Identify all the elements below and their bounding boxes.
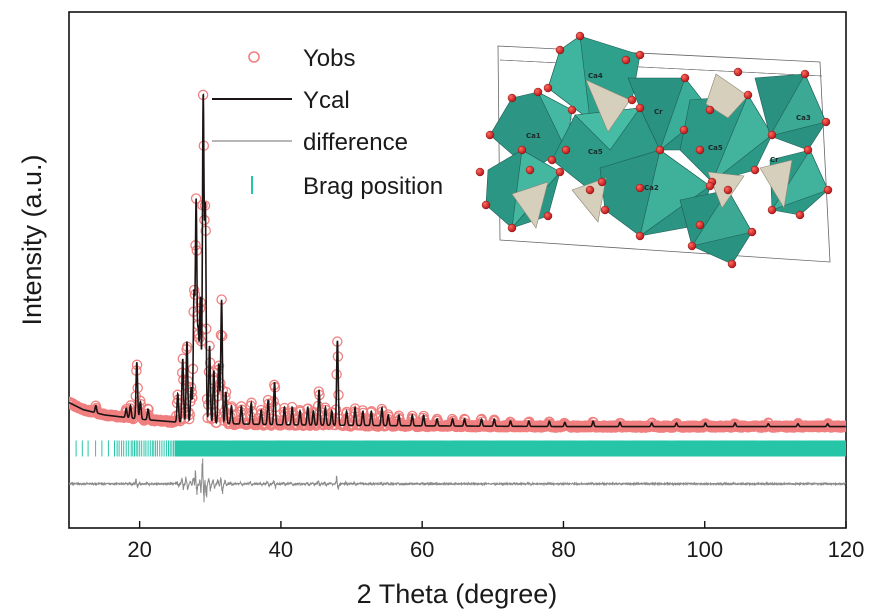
oxygen-atom — [597, 177, 607, 187]
x-tick-label: 20 — [127, 537, 151, 562]
oxygen-atom — [635, 183, 645, 193]
oxygen-atom — [507, 93, 517, 103]
oxygen-atoms — [475, 31, 833, 269]
crystal-structure-inset: Ca4 Ca1 Ca5 Ca2 Ca3 Ca5 Cr Cr — [475, 31, 833, 269]
atom-label-ca5-right: Ca5 — [708, 144, 723, 152]
x-tick-label: 40 — [269, 537, 293, 562]
x-tick-label: 60 — [410, 537, 434, 562]
oxygen-atom — [767, 130, 777, 140]
oxygen-atom — [525, 165, 535, 175]
oxygen-atom — [803, 145, 813, 155]
oxygen-atom — [680, 73, 690, 83]
legend-label-brag: Brag position — [303, 173, 443, 200]
oxygen-atom — [517, 145, 527, 155]
oxygen-atom — [655, 145, 665, 155]
difference-curve — [69, 458, 846, 503]
oxygen-atom — [723, 185, 733, 195]
oxygen-atom — [543, 83, 553, 93]
plot-frame — [68, 11, 847, 529]
atom-label-ca4: Ca4 — [588, 72, 603, 80]
oxygen-atom — [533, 87, 543, 97]
oxygen-atom — [627, 95, 637, 105]
oxygen-atom — [687, 241, 697, 251]
oxygen-atom — [567, 105, 577, 115]
x-axis: 20 40 60 80 100 120 — [127, 521, 864, 562]
brag-position-ticks — [75, 440, 846, 457]
oxygen-atom — [800, 69, 810, 79]
atom-label-ca2: Ca2 — [644, 184, 659, 192]
oxygen-atom — [733, 67, 743, 77]
oxygen-atom — [705, 181, 715, 191]
oxygen-atom — [747, 227, 757, 237]
oxygen-atom — [823, 185, 833, 195]
oxygen-atom — [695, 220, 705, 230]
x-tick-label: 120 — [828, 537, 865, 562]
oxygen-atom — [543, 211, 553, 221]
oxygen-atom — [767, 205, 777, 215]
legend: Yobs Ycal difference Brag position — [212, 45, 443, 200]
y-axis-title: Intensity (a.u.) — [17, 154, 47, 325]
oxygen-atom — [621, 55, 631, 65]
yobs-point — [418, 410, 429, 422]
legend-marker-yobs — [248, 51, 260, 63]
oxygen-atom — [555, 167, 565, 177]
atom-label-ca3: Ca3 — [796, 114, 811, 122]
legend-label-yobs: Yobs — [303, 45, 356, 72]
oxygen-atom — [795, 210, 805, 220]
oxygen-atom — [561, 145, 571, 155]
legend-label-ycal: Ycal — [303, 87, 350, 114]
oxygen-atom — [750, 165, 760, 175]
oxygen-atom — [507, 223, 517, 233]
oxygen-atom — [635, 50, 645, 60]
atom-label-cr-top: Cr — [654, 108, 663, 116]
legend-label-difference: difference — [303, 129, 408, 156]
oxygen-atom — [485, 130, 495, 140]
oxygen-atom — [821, 117, 831, 127]
oxygen-atom — [547, 155, 557, 165]
atom-label-cr-bottom: Cr — [770, 156, 779, 164]
oxygen-atom — [695, 145, 705, 155]
oxygen-atom — [635, 103, 645, 113]
oxygen-atom — [705, 105, 715, 115]
atom-label-ca1: Ca1 — [526, 132, 541, 140]
x-tick-label: 80 — [551, 537, 575, 562]
oxygen-atom — [475, 167, 485, 177]
oxygen-atom — [600, 205, 610, 215]
oxygen-atom — [555, 45, 565, 55]
oxygen-atom — [585, 185, 595, 195]
x-axis-title: 2 Theta (degree) — [357, 579, 558, 609]
tetrahedra — [511, 73, 793, 229]
oxygen-atom — [635, 231, 645, 241]
ycal-curve — [69, 93, 846, 428]
oxygen-atom — [743, 90, 753, 100]
oxygen-atom — [575, 31, 585, 41]
oxygen-atom — [481, 200, 491, 210]
oxygen-atom — [679, 125, 689, 135]
oxygen-atom — [727, 259, 737, 269]
x-tick-label: 100 — [686, 537, 723, 562]
atom-label-ca5-left: Ca5 — [588, 148, 603, 156]
